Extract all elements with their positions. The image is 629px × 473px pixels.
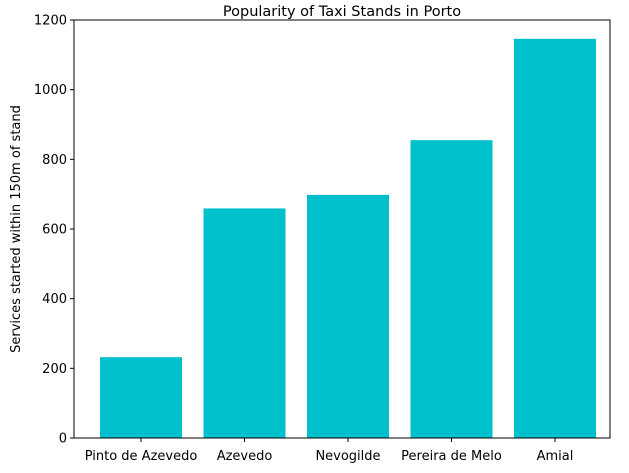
x-axis-ticks: Pinto de Azevedo Azevedo Nevogilde Pereira … <box>85 438 574 464</box>
y-axis-label: Services started within 150m of stand <box>9 105 24 353</box>
y-tick-label: 400 <box>42 292 67 307</box>
x-tick-label: Azevedo <box>217 449 273 464</box>
y-tick-label: 0 <box>59 432 67 447</box>
x-tick-label: Nevogilde <box>315 449 380 464</box>
y-tick-label: 200 <box>42 362 67 377</box>
axes-frame <box>73 19 611 439</box>
bar <box>203 208 286 438</box>
y-tick-label: 1000 <box>34 83 67 98</box>
bar <box>410 140 493 439</box>
y-tick-label: 600 <box>42 223 67 238</box>
y-axis-ticks: 0 200 400 600 800 1000 1200 <box>34 14 74 447</box>
x-tick-label: Amial <box>537 449 574 464</box>
chart-title: Popularity of Taxi Stands in Porto <box>223 4 461 20</box>
bar <box>100 357 182 438</box>
bar <box>307 194 389 438</box>
y-tick-label: 1200 <box>34 14 67 29</box>
bars-group <box>100 38 596 439</box>
y-tick-label: 800 <box>42 153 67 168</box>
x-tick-label: Pinto de Azevedo <box>85 449 198 464</box>
bar <box>514 38 596 439</box>
x-tick-label: Pereira de Melo <box>401 449 502 464</box>
